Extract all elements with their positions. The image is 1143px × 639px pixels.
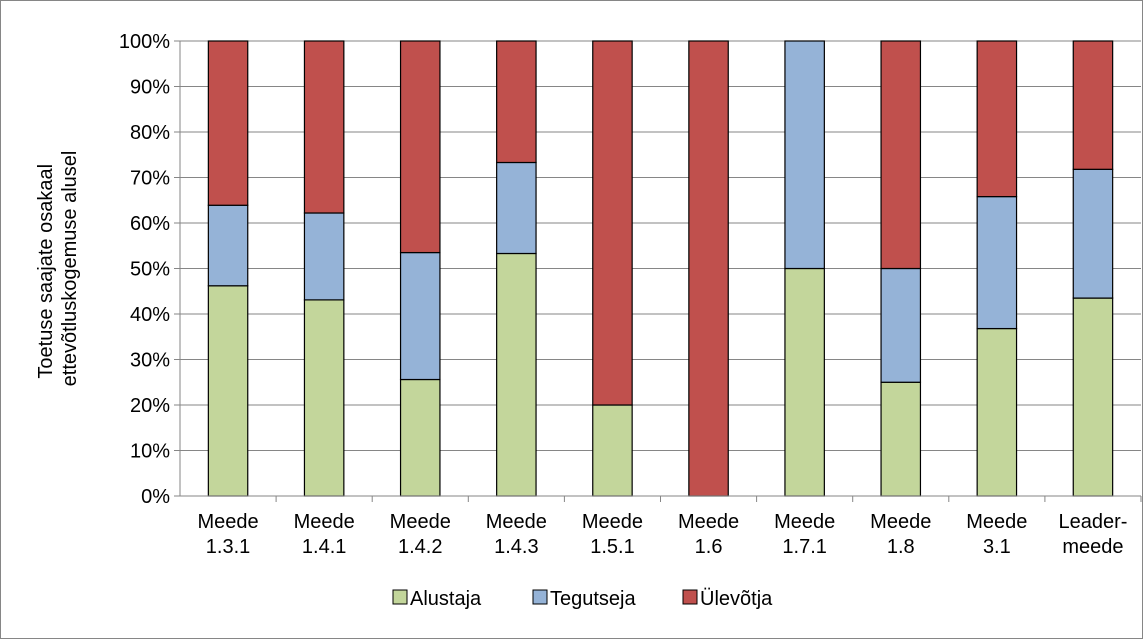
bar-segment-alustaja — [784, 267, 825, 497]
bar-segment-ülevõtja — [1072, 40, 1114, 170]
bar-segment-ülevõtja — [207, 40, 249, 206]
bar-segment-alustaja — [880, 381, 922, 497]
bar-segment-tegutseja — [880, 267, 922, 383]
y-tick-label: 50% — [130, 259, 170, 281]
y-tick-labels: 0% 10% 20% 30% 40% 50% 60% 70% 80% 90% 100% — [119, 31, 170, 508]
y-tick-label: 40% — [130, 304, 170, 326]
axes — [174, 40, 1142, 502]
bar-segment-ülevõtja — [303, 40, 345, 214]
y-axis-title: Toetuse saajate osakaal ettevõtluskogemu… — [35, 151, 81, 387]
x-category-label: Meede 1.4.1 — [294, 511, 355, 558]
bar-segment-alustaja — [496, 252, 537, 497]
bar-segment-ülevõtja — [880, 40, 922, 270]
y-tick-label: 10% — [130, 441, 170, 463]
y-axis-title-line-2: ettevõtluskogemuse alusel — [59, 151, 81, 387]
legend-label-ülevõtja: Ülevõtja — [700, 588, 773, 610]
bar-segment-alustaja — [207, 285, 249, 497]
bar-segment-ülevõtja — [592, 40, 633, 406]
x-category-label: Meede 1.5.1 — [582, 511, 643, 558]
y-tick-label: 80% — [130, 122, 170, 144]
legend-label-alustaja: Alustaja — [410, 588, 482, 610]
y-tick-label: 0% — [141, 486, 170, 508]
bar-segment-ülevõtja — [399, 40, 441, 254]
bar-segment-tegutseja — [496, 161, 537, 255]
bar-segment-alustaja — [592, 404, 633, 497]
bar-segment-tegutseja — [399, 251, 441, 381]
x-category-label: Meede 1.4.3 — [486, 511, 547, 558]
bar-segment-ülevõtja — [976, 40, 1018, 198]
bar-segment-alustaja — [303, 299, 345, 497]
bar-segment-tegutseja — [207, 204, 249, 287]
bar-segment-ülevõtja — [688, 40, 729, 497]
bar-segment-tegutseja — [784, 40, 825, 270]
x-category-label: Meede 1.6 — [678, 511, 739, 558]
y-tick-label: 100% — [119, 31, 170, 53]
x-category-label: Meede 1.7.1 — [774, 511, 835, 558]
bars — [207, 40, 1114, 497]
y-tick-label: 70% — [130, 168, 170, 190]
bar-segment-ülevõtja — [496, 40, 537, 164]
bar-segment-tegutseja — [303, 212, 345, 301]
bar-segment-alustaja — [1072, 297, 1114, 497]
x-category-labels: Meede 1.3.1 Meede 1.4.1 Meede 1.4.2 Meede 1.4.3… — [197, 511, 1127, 558]
bar-segment-tegutseja — [1072, 168, 1114, 299]
bar-segment-alustaja — [399, 378, 441, 497]
y-axis-title-line-1: Toetuse saajate osakaal — [35, 164, 57, 379]
x-category-label: Meede 1.4.2 — [390, 511, 451, 558]
bar-segment-alustaja — [976, 327, 1018, 497]
legend-swatch-alustaja — [392, 589, 408, 605]
y-tick-label: 30% — [130, 350, 170, 372]
x-category-label: Leader-meede — [1058, 511, 1127, 558]
x-category-label: Meede 1.3.1 — [197, 511, 258, 558]
bar-segment-tegutseja — [976, 196, 1018, 330]
y-tick-label: 20% — [130, 395, 170, 417]
legend-swatch-ülevõtja — [682, 589, 698, 605]
legend-swatch-tegutseja — [532, 589, 548, 605]
y-tick-label: 90% — [130, 77, 170, 99]
x-category-label: Meede 3.1 — [966, 511, 1027, 558]
legend-label-tegutseja: Tegutseja — [550, 588, 636, 610]
y-tick-label: 60% — [130, 213, 170, 235]
x-category-label: Meede 1.8 — [870, 511, 931, 558]
legend: Alustaja Tegutseja Ülevõtja — [392, 588, 773, 610]
